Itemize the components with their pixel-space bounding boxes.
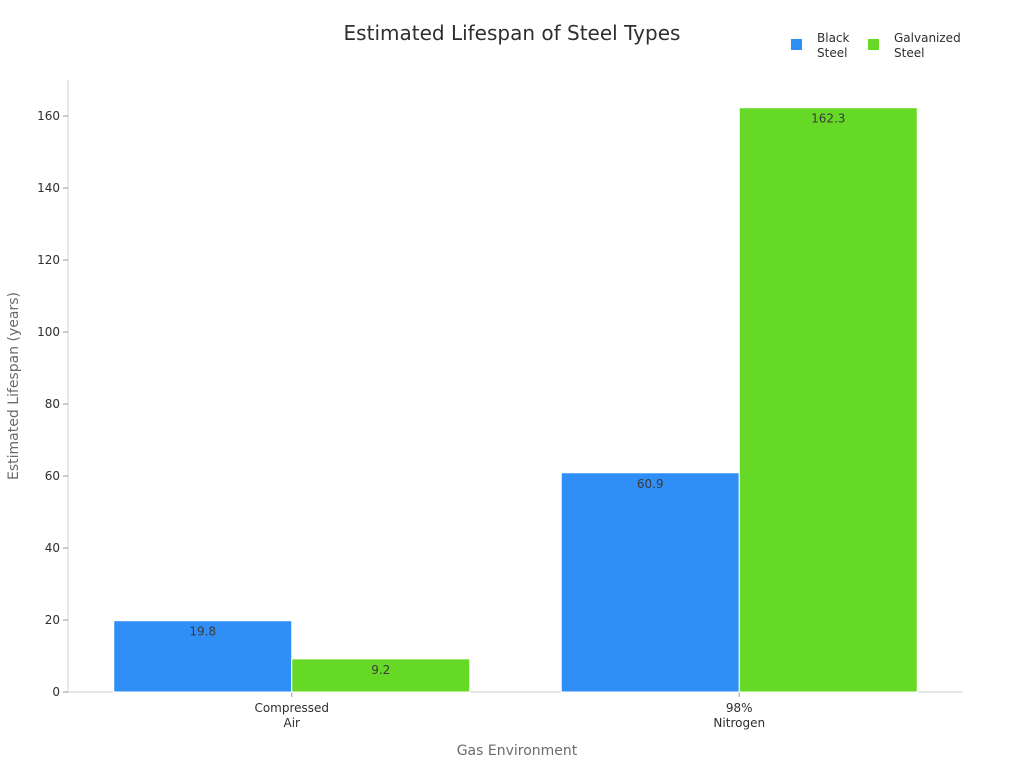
- y-tick-label: 80: [45, 397, 60, 411]
- data-label: 19.8: [189, 625, 216, 639]
- y-axis-title: Estimated Lifespan (years): [6, 292, 22, 480]
- y-tick-label: 160: [37, 109, 60, 123]
- legend-item: Black Steel: [791, 31, 850, 60]
- y-tick-label: 120: [37, 253, 60, 267]
- bar: [113, 620, 293, 693]
- y-tick-label: 60: [45, 469, 60, 483]
- legend-label: Galvanized Steel: [894, 31, 961, 60]
- x-axis: Compressed Air 98% Nitrogen: [68, 691, 963, 730]
- chart-title: Estimated Lifespan of Steel Types: [344, 21, 681, 45]
- legend: Black Steel Galvanized Steel: [791, 31, 961, 60]
- y-tick-label: 140: [37, 181, 60, 195]
- y-tick-label: 40: [45, 541, 60, 555]
- x-tick-label: Compressed Air: [254, 701, 329, 730]
- legend-label: Black Steel: [817, 31, 850, 60]
- legend-swatch: [868, 39, 879, 50]
- legend-swatch: [791, 39, 802, 50]
- data-label: 162.3: [811, 112, 845, 126]
- x-axis-title: Gas Environment: [457, 743, 578, 759]
- y-tick-label: 0: [52, 685, 60, 699]
- legend-item: Galvanized Steel: [868, 31, 961, 60]
- bar: [560, 472, 740, 693]
- data-label: 9.2: [371, 663, 390, 677]
- bar: [738, 107, 918, 693]
- x-tick-label: 98% Nitrogen: [713, 701, 765, 730]
- y-tick-label: 100: [37, 325, 60, 339]
- y-tick-label: 20: [45, 613, 60, 627]
- data-labels: 19.8 9.2 60.9 162.3: [189, 112, 845, 677]
- data-label: 60.9: [637, 477, 664, 491]
- y-axis: 0 20 40 60 80 100 120 140 160: [37, 80, 69, 699]
- bar: [291, 658, 471, 693]
- bars: [113, 107, 918, 693]
